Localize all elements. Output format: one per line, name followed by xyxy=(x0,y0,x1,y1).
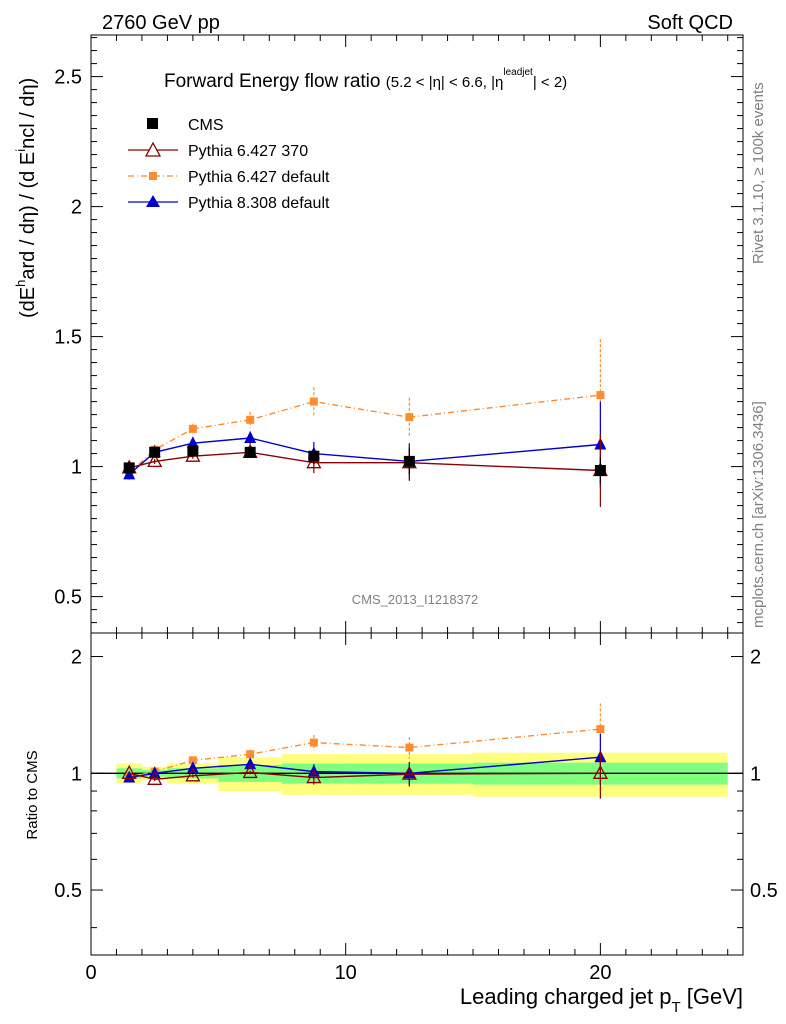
data-point-pythia-6-427-370 xyxy=(242,764,258,779)
data-point-pythia-6-427-default xyxy=(188,424,197,433)
data-point-pythia-6-427-370 xyxy=(147,453,163,468)
chart-title-main: Forward Energy flow ratio xyxy=(164,71,380,92)
header-left: 2760 GeV pp xyxy=(102,12,220,34)
data-point-pythia-6-427-default xyxy=(188,756,197,765)
data-point-pythia-6-427-default xyxy=(246,750,255,759)
header-right: Soft QCD xyxy=(647,12,733,34)
y-tick-label: 1 xyxy=(71,457,82,479)
y-tick-label: 2.5 xyxy=(54,67,82,89)
legend: CMS Pythia 6.427 370 Pythia 6.427 defaul… xyxy=(128,117,330,212)
y-tick-label: 1.5 xyxy=(54,327,82,349)
analysis-watermark: CMS_2013_I1218372 xyxy=(352,592,479,607)
legend-label-p6-370: Pythia 6.427 370 xyxy=(188,143,308,160)
data-point-cms xyxy=(123,462,135,474)
data-point-cms xyxy=(403,455,415,467)
data-point-pythia-6-427-370 xyxy=(185,767,201,782)
legend-marker-p8-default xyxy=(146,195,160,207)
data-point-pythia-6-427-default xyxy=(405,413,414,422)
legend-marker-p6-default xyxy=(149,172,157,180)
chart-title-cuts: (5.2 < |η| < 6.6, |ηleadjet| < 2) xyxy=(386,67,567,91)
data-point-pythia-8-308-default xyxy=(244,757,257,770)
legend-marker-cms xyxy=(147,118,158,129)
data-point-pythia-6-427-default xyxy=(596,391,605,400)
y-tick-label: 2 xyxy=(71,197,82,219)
mcplots-label: mcplots.cern.ch [arXiv:1306.3436] xyxy=(750,401,767,628)
chart-title: Forward Energy flow ratio (5.2 < |η| < 6… xyxy=(164,67,567,92)
ratio-plot-layer: 0 10 20 0.5 0.5 1 1 2 2 xyxy=(54,633,778,984)
data-point-pythia-6-427-default xyxy=(309,738,318,747)
data-point-pythia-8-308-default xyxy=(186,761,199,774)
data-point-pythia-6-427-370 xyxy=(121,764,137,779)
ratio-y-tick-label: 2 xyxy=(71,647,82,669)
data-point-pythia-8-308-default xyxy=(186,436,199,449)
data-point-cms xyxy=(244,446,256,458)
data-point-cms xyxy=(594,465,606,476)
data-point-pythia-6-427-default xyxy=(405,743,414,752)
legend-label-p8-default: Pythia 8.308 default xyxy=(188,195,330,212)
x-tick-label: 10 xyxy=(335,962,357,984)
ratio-y-tick-label: 0.5 xyxy=(54,880,82,902)
y-tick-label: 0.5 xyxy=(54,587,82,609)
ratio-y-axis-label: Ratio to CMS xyxy=(24,750,41,839)
legend-marker-p6-370 xyxy=(144,141,162,157)
data-point-pythia-6-427-370 xyxy=(592,764,608,779)
ratio-y-tick-label-right: 0.5 xyxy=(750,880,778,902)
data-point-pythia-6-427-370 xyxy=(401,765,417,780)
ratio-y-tick-label-right: 2 xyxy=(750,647,761,669)
legend-label-cms: CMS xyxy=(188,117,224,134)
x-tick-label: 20 xyxy=(589,962,611,984)
legend-label-p6-default: Pythia 6.427 default xyxy=(188,169,330,186)
ratio-y-tick-label-right: 1 xyxy=(750,763,761,785)
ratio-plot-frame xyxy=(90,632,744,956)
main-plot-layer: 0.5 1 1.5 2 2.5 xyxy=(54,35,743,633)
data-point-cms xyxy=(149,446,161,458)
main-y-axis-label: (dEhard / dη) / (d Eincl / dη) xyxy=(13,78,39,318)
data-point-pythia-6-427-default xyxy=(596,725,605,734)
data-point-cms xyxy=(308,450,320,462)
rivet-label: Rivet 3.1.10, ≥ 100k events xyxy=(750,82,767,264)
data-point-pythia-6-427-370 xyxy=(306,769,322,784)
data-point-pythia-8-308-default xyxy=(244,431,257,443)
data-point-pythia-8-308-default xyxy=(123,770,136,783)
data-point-cms xyxy=(187,445,199,457)
data-point-pythia-6-427-default xyxy=(309,397,318,406)
x-tick-label: 0 xyxy=(85,962,96,984)
x-axis-label: Leading charged jet pT [GeV] xyxy=(460,984,743,1016)
data-point-pythia-6-427-370 xyxy=(147,770,163,785)
data-point-pythia-6-427-default xyxy=(246,415,255,424)
ratio-y-tick-label: 1 xyxy=(71,763,82,785)
